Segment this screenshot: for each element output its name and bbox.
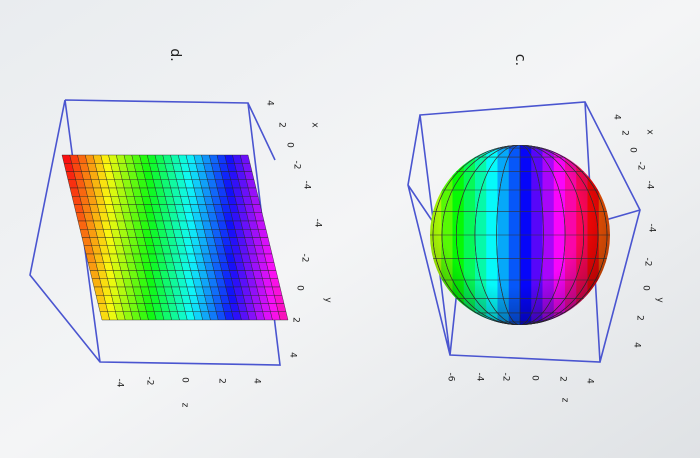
label: 4 [632,342,642,348]
label: 2 [291,317,301,323]
label: c. [512,54,528,66]
label: -2 [643,258,653,267]
label: 0 [295,285,305,291]
label: -4 [313,219,323,228]
label: -2 [636,162,646,171]
label: 2 [277,122,287,128]
label: 4 [288,352,298,358]
label: 4 [265,100,275,106]
label: -6 [446,373,456,382]
label: 4 [252,378,262,384]
label: 2 [217,378,227,384]
label: -4 [645,181,655,190]
label: z [560,398,570,403]
label: z [180,403,190,408]
label: d. [167,48,183,61]
label: 0 [285,142,295,148]
label: -4 [115,379,125,388]
label: -4 [475,373,485,382]
label: 0 [180,377,190,383]
label: -2 [300,254,310,263]
label: -4 [302,181,312,190]
label: 2 [635,315,645,321]
label: 0 [628,147,638,153]
label: 4 [612,114,622,120]
label: x [645,129,655,135]
box-d [29,99,281,366]
label: 0 [641,285,651,291]
label: -2 [292,161,302,170]
label: y [323,297,333,303]
label: 2 [558,376,568,382]
label: x [310,122,320,128]
label: -2 [501,373,511,382]
plane [61,154,289,321]
sphere-shade [430,145,610,325]
label: 4 [585,378,595,384]
label: 0 [530,375,540,381]
plane-cell [277,311,289,321]
label: y [655,297,665,303]
label: 2 [620,130,630,136]
label: -4 [647,224,657,233]
label: -2 [145,377,155,386]
